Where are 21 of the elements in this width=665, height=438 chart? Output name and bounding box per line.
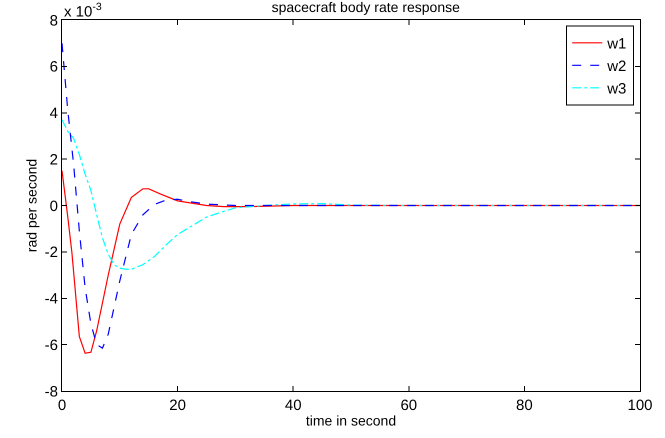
legend-label: w2 (606, 58, 626, 76)
y-tick-label: -8 (44, 383, 58, 400)
y-tick-label: 6 (50, 58, 58, 76)
annotation: x 10$^{-3}$ (64, 1, 102, 20)
x-tick-label: 40 (284, 397, 302, 414)
legend-label: w3 (606, 80, 626, 98)
x-tick-label: 100 (627, 397, 653, 414)
y-tick-label: -4 (44, 290, 58, 308)
y-tick-label: 2 (50, 151, 58, 168)
chart-title: spacecraft body rate response (272, 0, 460, 15)
x-tick-label: 80 (516, 397, 533, 414)
y-tick-label: 8 (50, 12, 58, 30)
legend-label: w1 (606, 36, 626, 53)
x-axis-title: time in second (306, 412, 396, 428)
y-axis-title: rad per second (23, 158, 40, 252)
y-tick-label: -6 (44, 336, 58, 354)
y-tick-label: 0 (50, 198, 58, 215)
y-tick-label: 4 (50, 105, 58, 122)
y-tick-label: -2 (44, 244, 58, 262)
x-tick-label: 60 (400, 397, 418, 414)
x-tick-label: 20 (169, 397, 186, 414)
